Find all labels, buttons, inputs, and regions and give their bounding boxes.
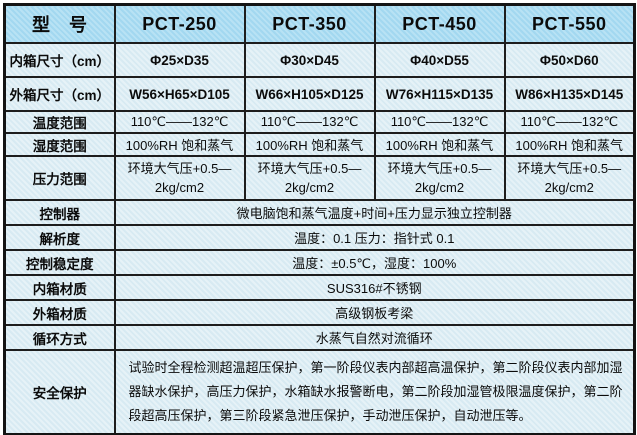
spec-value: W56×H65×D105	[113, 76, 246, 112]
row-label: 压力范围	[3, 155, 116, 201]
spec-value: Φ40×D55	[373, 42, 506, 78]
spec-value: 100%RH 饱和蒸气	[243, 132, 376, 157]
row-label: 湿度范围	[3, 132, 116, 157]
row-label: 解析度	[3, 224, 116, 251]
header-model-pct-350: PCT-350	[243, 3, 376, 44]
spec-value: 110℃——132℃	[373, 110, 506, 134]
row-safety-protection: 安全保护 试验时全程检测超温超压保护，第一阶段仪表内部超高温保护，第二阶段仪表内…	[3, 349, 636, 435]
row-label: 循环方式	[3, 324, 116, 351]
spec-value: W66×H105×D125	[243, 76, 376, 112]
row-resolution: 解析度 温度：0.1 压力：指针式 0.1	[3, 224, 636, 251]
spec-value: 100%RH 饱和蒸气	[373, 132, 506, 157]
spec-value: 110℃——132℃	[243, 110, 376, 134]
spec-value: 110℃——132℃	[113, 110, 246, 134]
spec-value: Φ50×D60	[503, 42, 636, 78]
spec-value: 环境大气压+0.5— 2kg/cm2	[243, 155, 376, 201]
spec-value: 环境大气压+0.5— 2kg/cm2	[373, 155, 506, 201]
row-label: 控制稳定度	[3, 249, 116, 276]
spec-value: 环境大气压+0.5— 2kg/cm2	[113, 155, 246, 201]
row-inner-size: 内箱尺寸（cm） Φ25×D35 Φ30×D45 Φ40×D55 Φ50×D60	[3, 42, 636, 78]
spec-value-span: 温度：±0.5℃，湿度：100%	[113, 249, 636, 276]
spec-value-span: 温度：0.1 压力：指针式 0.1	[113, 224, 636, 251]
spec-value-span: SUS316#不锈钢	[113, 274, 636, 301]
spec-value: W86×H135×D145	[503, 76, 636, 112]
header-model-pct-250: PCT-250	[113, 3, 246, 44]
row-circulation: 循环方式 水蒸气自然对流循环	[3, 324, 636, 351]
row-label: 内箱材质	[3, 274, 116, 301]
spec-value: 110℃——132℃	[503, 110, 636, 134]
row-pressure-range: 压力范围 环境大气压+0.5— 2kg/cm2 环境大气压+0.5— 2kg/c…	[3, 155, 636, 201]
spec-value: 环境大气压+0.5— 2kg/cm2	[503, 155, 636, 201]
spec-value-span: 微电脑饱和蒸气温度+时间+压力显示独立控制器	[113, 199, 636, 226]
spec-value: W76×H115×D135	[373, 76, 506, 112]
row-label: 安全保护	[3, 349, 116, 435]
row-label: 温度范围	[3, 110, 116, 134]
row-inner-material: 内箱材质 SUS316#不锈钢	[3, 274, 636, 301]
row-controller: 控制器 微电脑饱和蒸气温度+时间+压力显示独立控制器	[3, 199, 636, 226]
spec-value: Φ30×D45	[243, 42, 376, 78]
spec-value-span: 水蒸气自然对流循环	[113, 324, 636, 351]
header-model-pct-450: PCT-450	[373, 3, 506, 44]
row-outer-material: 外箱材质 高级钢板考梁	[3, 299, 636, 326]
spec-value-span: 高级钢板考梁	[113, 299, 636, 326]
header-row: 型 号 PCT-250 PCT-350 PCT-450 PCT-550	[3, 3, 636, 44]
row-label: 内箱尺寸（cm）	[3, 42, 116, 78]
row-label: 控制器	[3, 199, 116, 226]
row-outer-size: 外箱尺寸（cm） W56×H65×D105 W66×H105×D125 W76×…	[3, 76, 636, 112]
spec-value: Φ25×D35	[113, 42, 246, 78]
row-label: 外箱尺寸（cm）	[3, 76, 116, 112]
row-control-stability: 控制稳定度 温度：±0.5℃，湿度：100%	[3, 249, 636, 276]
spec-value: 100%RH 饱和蒸气	[113, 132, 246, 157]
header-model-label: 型 号	[3, 3, 116, 44]
header-model-pct-550: PCT-550	[503, 3, 636, 44]
row-label: 外箱材质	[3, 299, 116, 326]
spec-table: 型 号 PCT-250 PCT-350 PCT-450 PCT-550 内箱尺寸…	[3, 3, 636, 435]
spec-value: 100%RH 饱和蒸气	[503, 132, 636, 157]
spec-value-span: 试验时全程检测超温超压保护，第一阶段仪表内部超高温保护，第二阶段仪表内部加湿器缺…	[113, 349, 636, 435]
row-humidity-range: 湿度范围 100%RH 饱和蒸气 100%RH 饱和蒸气 100%RH 饱和蒸气…	[3, 132, 636, 157]
row-temp-range: 温度范围 110℃——132℃ 110℃——132℃ 110℃——132℃ 11…	[3, 110, 636, 134]
